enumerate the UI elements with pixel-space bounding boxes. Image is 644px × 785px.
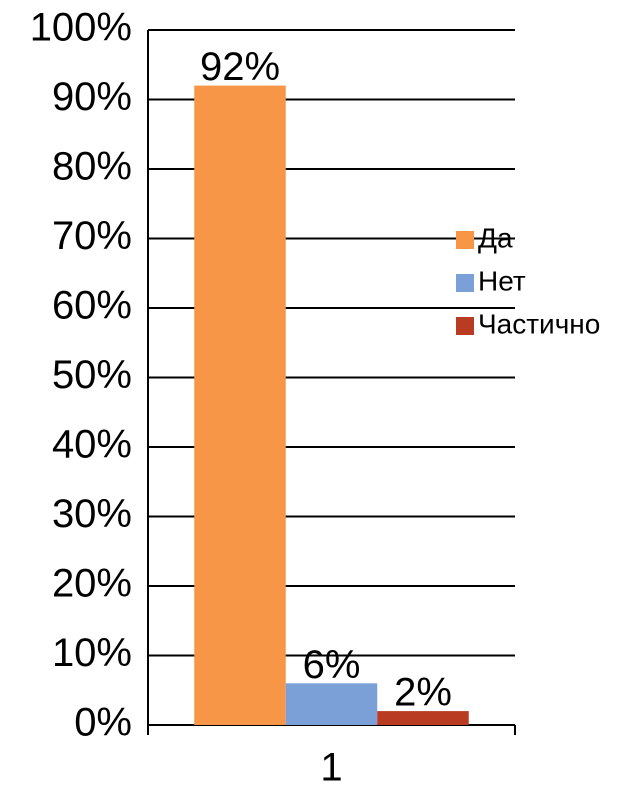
bar <box>377 711 469 725</box>
legend-swatch <box>456 317 474 335</box>
value-label: 2% <box>394 671 452 715</box>
legend-label: Да <box>478 222 513 253</box>
y-tick-label: 50% <box>52 353 132 397</box>
y-tick-label: 100% <box>30 6 132 50</box>
legend-swatch <box>456 231 474 249</box>
y-tick-label: 60% <box>52 284 132 328</box>
y-tick-label: 0% <box>74 701 132 745</box>
value-label: 92% <box>200 45 280 89</box>
bar <box>285 683 378 725</box>
x-tick-label: 1 <box>320 746 342 785</box>
y-tick-label: 70% <box>52 214 132 258</box>
legend-label: Нет <box>478 265 526 296</box>
y-tick-label: 20% <box>52 562 132 606</box>
bar <box>194 85 286 726</box>
y-tick-label: 30% <box>52 492 132 536</box>
legend-swatch <box>456 274 474 292</box>
y-tick-label: 80% <box>52 145 132 189</box>
legend-label: Частично <box>478 308 600 339</box>
y-tick-label: 10% <box>52 631 132 675</box>
y-tick-label: 90% <box>52 75 132 119</box>
value-label: 6% <box>303 643 361 687</box>
y-tick-label: 40% <box>52 423 132 467</box>
